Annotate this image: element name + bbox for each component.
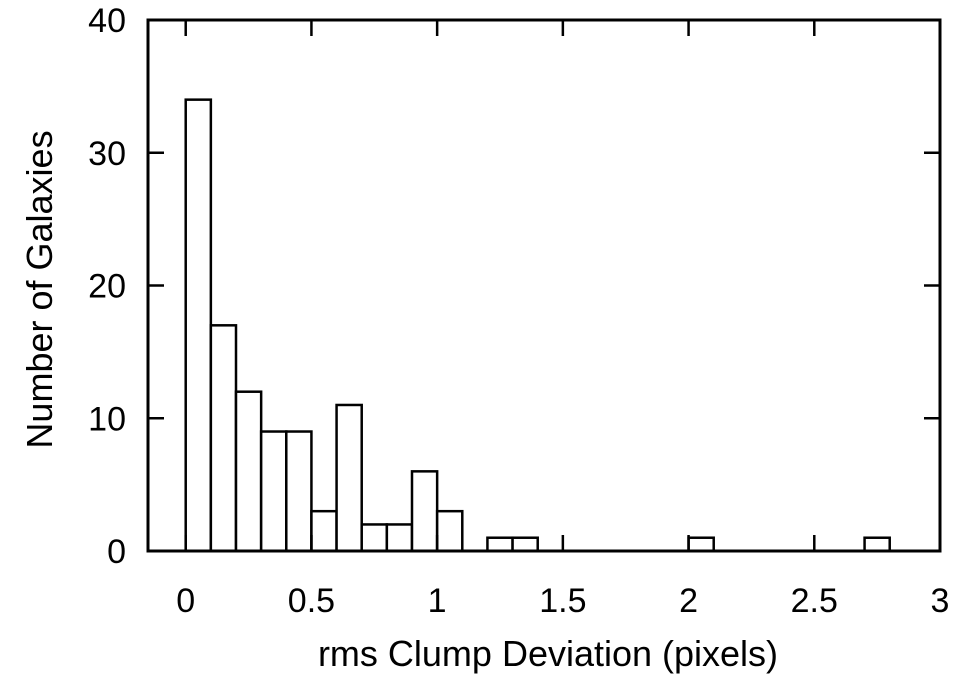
histogram-bar (209, 324, 238, 553)
histogram-bar (385, 523, 414, 553)
histogram-bar (410, 470, 439, 553)
x-tick-labels: 0 0.5 1 1.5 2 2.5 3 (176, 582, 949, 620)
x-tick-label: 2 (679, 582, 698, 620)
x-tick-label: 0.5 (288, 582, 335, 620)
histogram-bar (687, 536, 715, 553)
x-tick-label: 1 (428, 582, 447, 620)
histogram-bar (259, 430, 288, 553)
histogram-bar (234, 390, 263, 553)
x-tick-label: 1.5 (539, 582, 586, 620)
histogram-bar (511, 536, 539, 553)
y-tick-label: 0 (107, 533, 126, 571)
y-tick-label: 30 (88, 135, 126, 173)
y-tick-label: 10 (88, 400, 126, 438)
y-tick-labels: 0 10 20 30 40 (88, 2, 126, 571)
x-tick-label: 0 (176, 582, 195, 620)
y-tick-label: 20 (88, 268, 126, 306)
histogram-bar (435, 509, 464, 553)
histogram-bar (360, 523, 389, 553)
histogram-bar (863, 536, 891, 553)
y-tick-label: 40 (88, 2, 126, 40)
histogram-bar (184, 98, 213, 553)
y-axis-title: Number of Galaxies (19, 130, 60, 448)
x-tick-label: 2.5 (791, 582, 838, 620)
histogram-bars (184, 98, 891, 553)
histogram-bar (285, 430, 313, 553)
histogram-bar (335, 403, 363, 553)
x-tick-label: 3 (931, 582, 950, 620)
histogram-bar (310, 509, 338, 553)
histogram-bar (486, 536, 514, 553)
axis-ticks (148, 18, 942, 553)
x-axis-title: rms Clump Deviation (pixels) (318, 633, 778, 674)
